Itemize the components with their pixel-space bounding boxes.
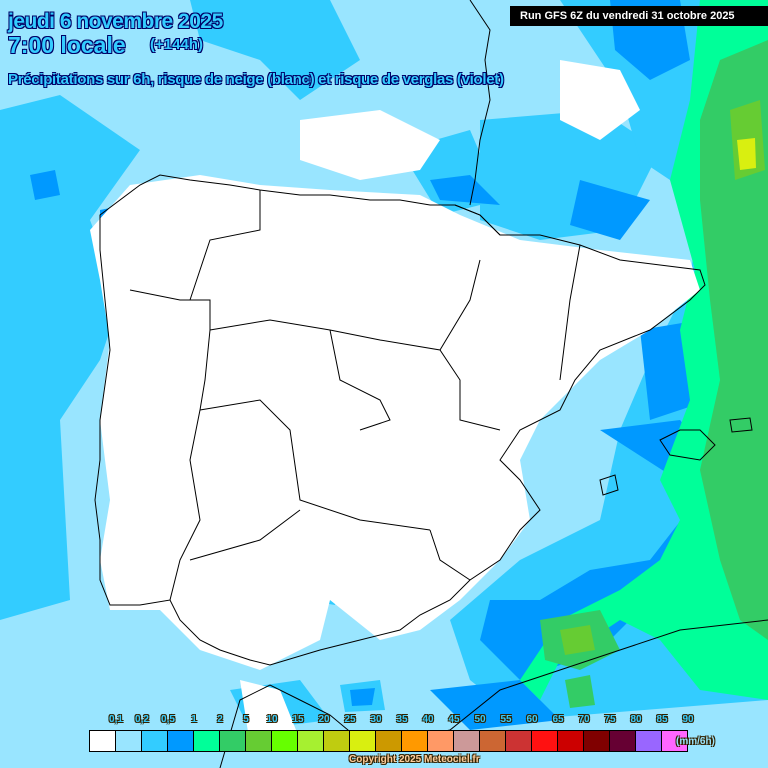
legend-swatch — [402, 731, 428, 751]
legend-label: 25 — [344, 714, 356, 725]
legend-unit: (mm/6h) — [676, 736, 715, 747]
copyright: Copyright 2025 Meteociel.fr — [349, 754, 480, 765]
legend-label: 10 — [266, 714, 278, 725]
legend-swatch — [636, 731, 662, 751]
precip-layer-green — [520, 0, 768, 708]
legend-label: 2 — [217, 714, 223, 725]
legend-label: 5 — [243, 714, 249, 725]
legend-label: 70 — [578, 714, 590, 725]
legend-label: 1 — [191, 714, 197, 725]
legend-label: 55 — [500, 714, 512, 725]
legend-swatch — [558, 731, 584, 751]
iberia-coastline — [94, 174, 706, 666]
legend-label: 20 — [318, 714, 330, 725]
map-description: Précipitations sur 6h, risque de neige (… — [8, 71, 504, 88]
pyrenees-border — [454, 204, 501, 236]
legend-label: 0,1 — [109, 714, 123, 725]
legend-label: 0,5 — [161, 714, 175, 725]
legend-label: 30 — [370, 714, 382, 725]
legend-swatch — [610, 731, 636, 751]
legend-label: 75 — [604, 714, 616, 725]
regional-borders — [189, 190, 581, 581]
legend-label: 85 — [656, 714, 668, 725]
dry-area-north — [300, 110, 440, 180]
menorca — [729, 417, 753, 433]
legend-label: 80 — [630, 714, 642, 725]
legend-swatch — [272, 731, 298, 751]
model-run-label: Run GFS 6Z du vendredi 31 octobre 2025 — [510, 6, 768, 26]
ibiza — [599, 474, 619, 496]
legend-swatch — [324, 731, 350, 751]
legend-swatch — [532, 731, 558, 751]
legend-swatch — [584, 731, 610, 751]
france-coastline — [469, 0, 491, 206]
legend-swatch — [168, 731, 194, 751]
legend-swatch — [142, 731, 168, 751]
legend-swatch — [480, 731, 506, 751]
color-legend — [89, 730, 688, 752]
forecast-date: jeudi 6 novembre 2025 — [8, 10, 223, 33]
legend-swatch — [376, 731, 402, 751]
legend-label: 35 — [396, 714, 408, 725]
dry-area-south — [240, 680, 300, 745]
dry-area — [90, 175, 700, 670]
legend-swatch — [350, 731, 376, 751]
legend-swatch — [90, 731, 116, 751]
legend-label: 40 — [422, 714, 434, 725]
legend-label: 50 — [474, 714, 486, 725]
legend-swatch — [246, 731, 272, 751]
legend-swatch — [454, 731, 480, 751]
mallorca — [659, 429, 716, 461]
legend-label: 65 — [552, 714, 564, 725]
legend-swatch — [662, 731, 687, 751]
legend-label: 90 — [682, 714, 694, 725]
forecast-time: 7:00 locale — [8, 32, 126, 58]
legend-swatch — [220, 731, 246, 751]
legend-swatch — [298, 731, 324, 751]
portugal-border — [129, 289, 211, 601]
legend-label: 15 — [292, 714, 304, 725]
legend-swatch — [506, 731, 532, 751]
legend-label: 45 — [448, 714, 460, 725]
lead-time: (+144h) — [150, 36, 203, 53]
legend-swatch — [116, 731, 142, 751]
coastlines — [94, 0, 768, 768]
legend-label: 60 — [526, 714, 538, 725]
dry-area-north-2 — [560, 60, 640, 140]
legend-swatch — [428, 731, 454, 751]
legend-swatch — [194, 731, 220, 751]
legend-label: 0,2 — [135, 714, 149, 725]
